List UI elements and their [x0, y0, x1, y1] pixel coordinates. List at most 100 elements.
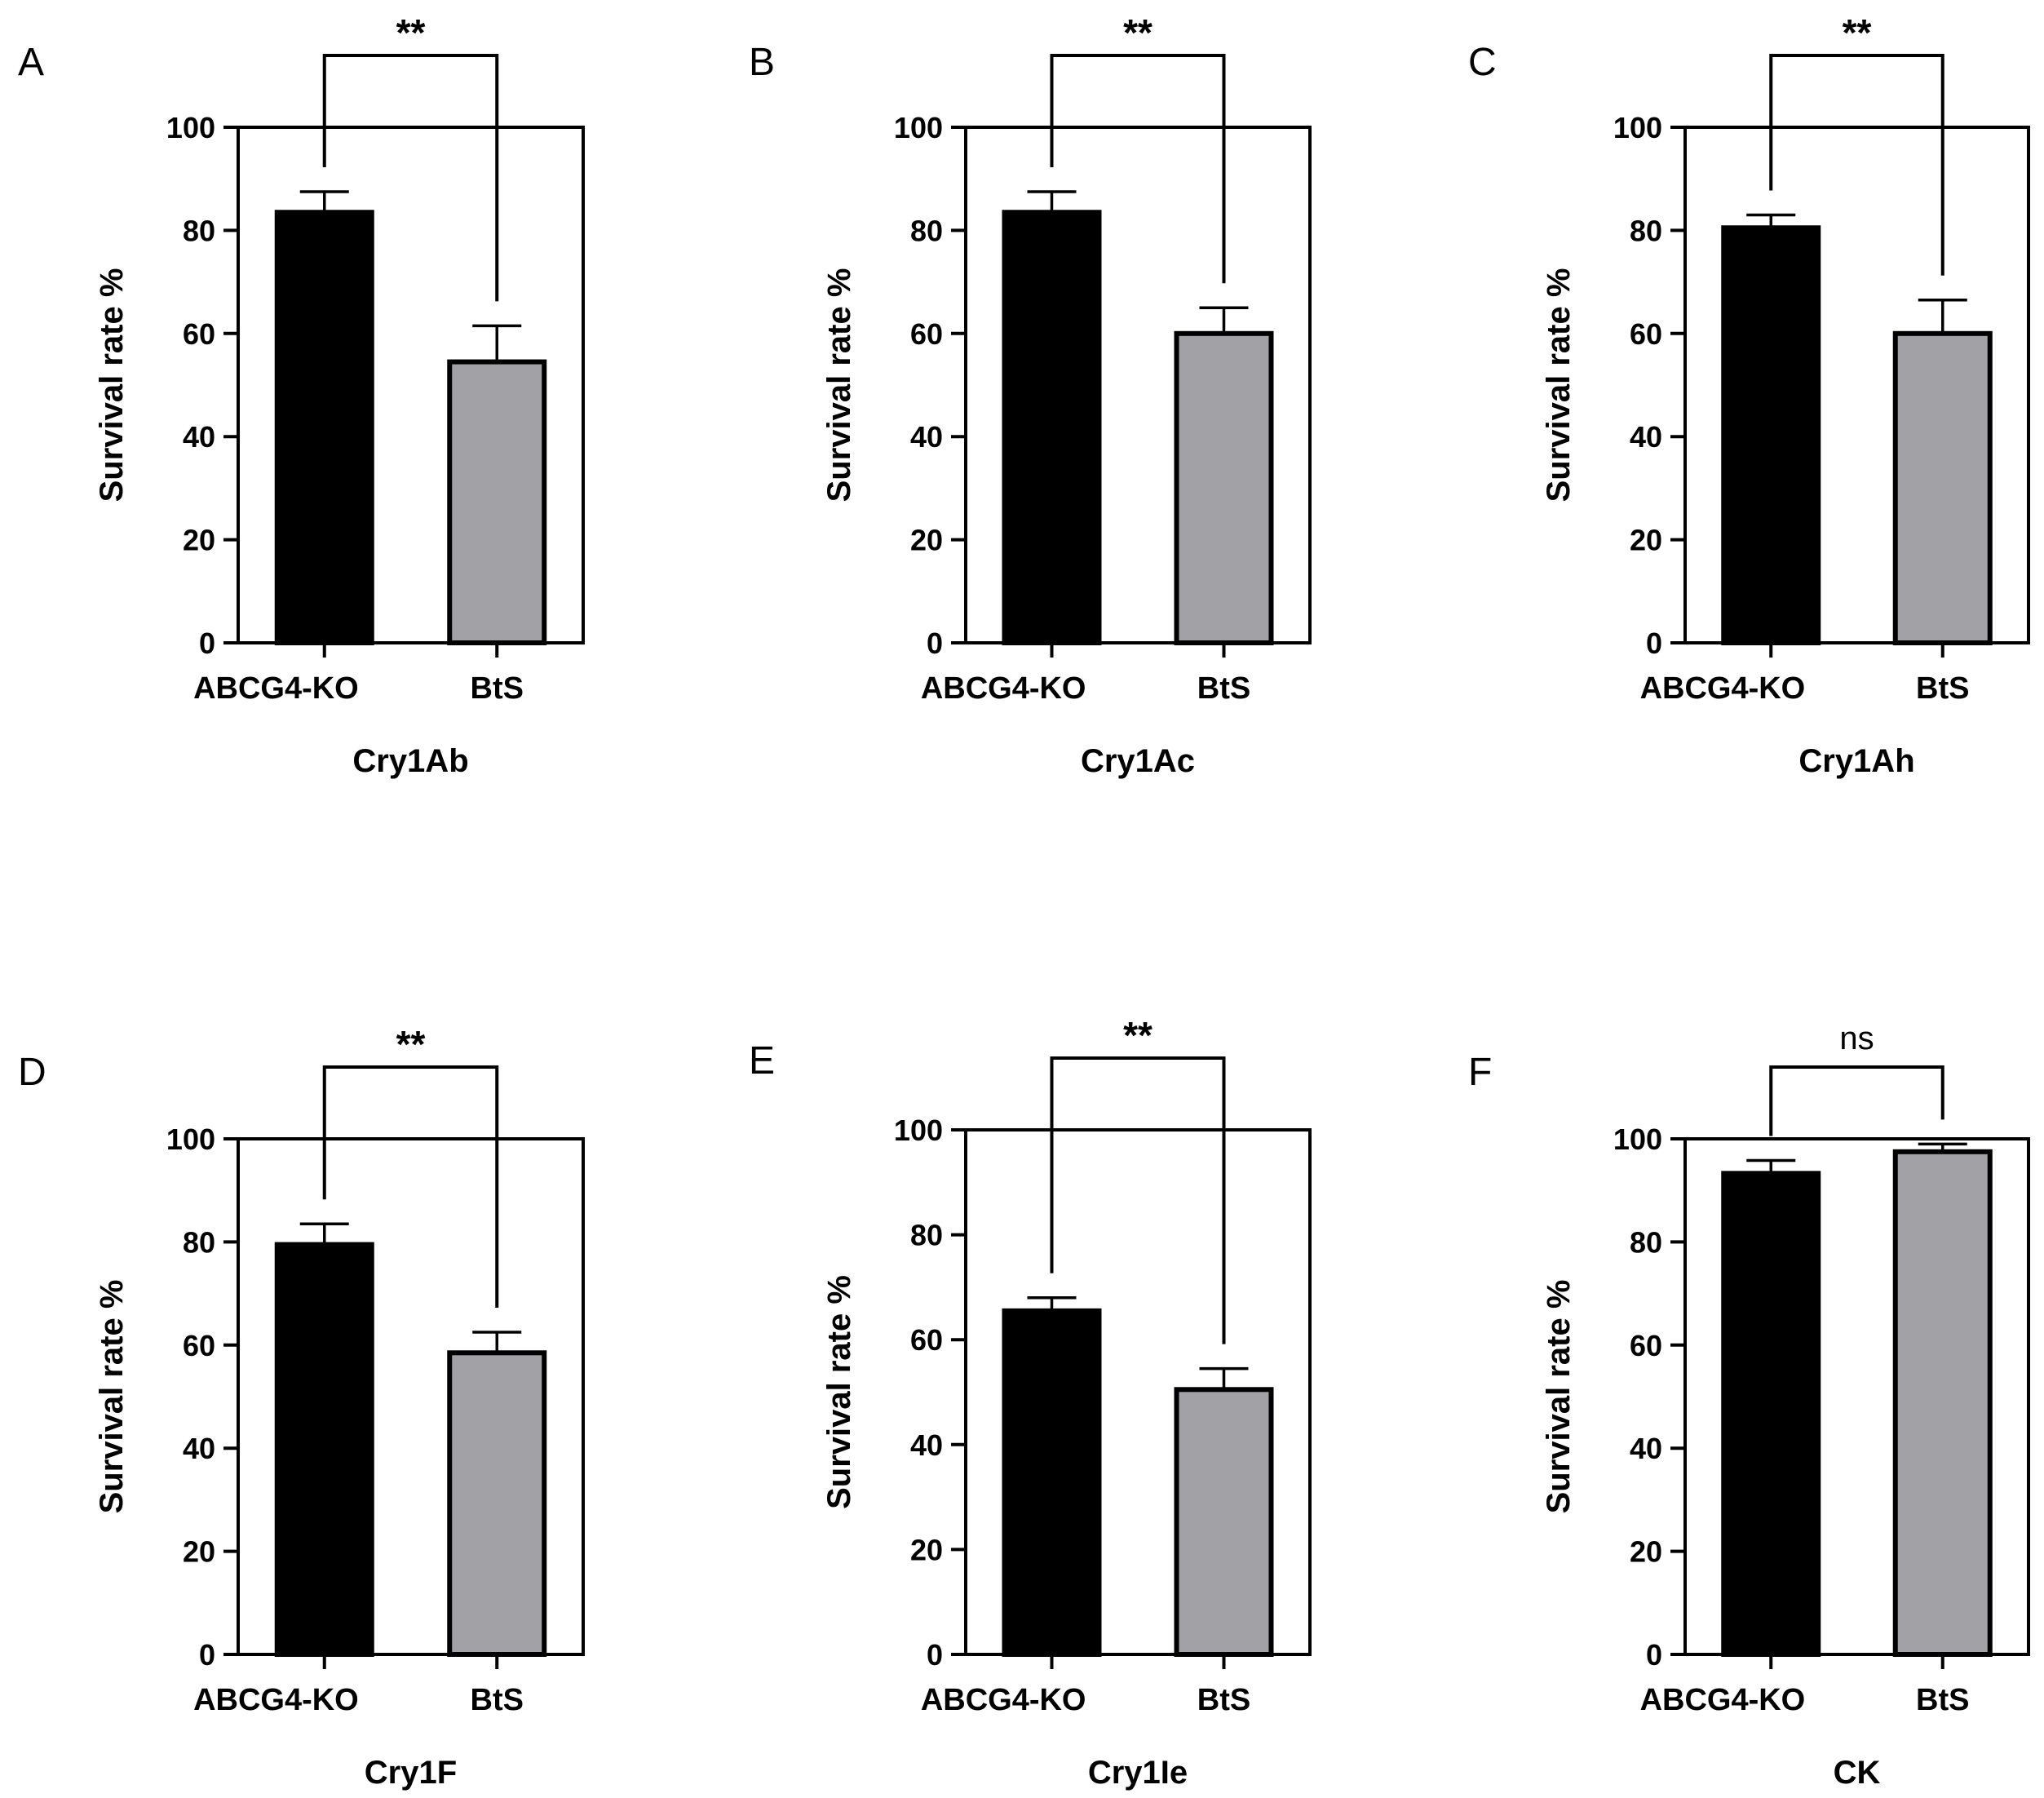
significance-label: ns [1839, 1021, 1874, 1056]
y-tick-label: 60 [1630, 317, 1662, 351]
y-tick-label: 80 [183, 1225, 215, 1259]
y-tick-label: 0 [1646, 627, 1662, 660]
x-category-label: ABCG4-KO [921, 671, 1086, 706]
y-axis-title: Survival rate % [94, 268, 130, 503]
plot-frame [237, 1137, 585, 1656]
y-tick-label: 60 [1630, 1329, 1662, 1362]
y-tick-label: 60 [183, 317, 215, 351]
x-axis-title: CK [1834, 1755, 1881, 1791]
y-tick-label: 80 [183, 214, 215, 247]
y-tick-label: 20 [183, 524, 215, 557]
y-tick-label: 0 [199, 627, 215, 660]
y-tick-label: 80 [910, 214, 943, 247]
y-tick-label: 0 [927, 627, 943, 660]
y-tick-label: 100 [894, 111, 943, 144]
y-tick-label: 20 [1630, 1535, 1662, 1569]
significance-bracket [1769, 1065, 1944, 1136]
panel-letter-d: D [18, 1051, 46, 1094]
x-axis-title: Cry1Ac [1081, 743, 1195, 779]
y-tick-label: 100 [166, 111, 215, 144]
plot-frame [964, 1128, 1312, 1656]
plot-frame [1683, 1137, 2030, 1656]
y-tick-label: 80 [1630, 214, 1662, 247]
bar-bts [447, 1350, 547, 1658]
significance-label: ** [396, 11, 426, 54]
panel-e: E 0 20 40 60 80 100 ABCG4-KO BtS Cry1Ie Survival r… [749, 1014, 1312, 1791]
significance-bracket [322, 1065, 499, 1308]
x-category-label: ABCG4-KO [921, 1683, 1086, 1717]
panel-letter-e: E [749, 1039, 775, 1083]
y-tick-label: 100 [1613, 111, 1662, 144]
y-tick-label: 40 [183, 1432, 215, 1465]
y-tick-label: 20 [1630, 524, 1662, 557]
panel-d: D 0 20 40 60 80 100 ABCG4-KO BtS Cry1F Survival ra… [18, 1023, 585, 1791]
plot-frame [1683, 126, 2030, 644]
y-tick-label: 40 [183, 420, 215, 454]
x-category-label: BtS [1197, 1683, 1250, 1717]
significance-bracket [1050, 1056, 1226, 1344]
x-category-label: ABCG4-KO [193, 1683, 359, 1717]
y-tick-label: 0 [927, 1638, 943, 1672]
significance-label: ** [1843, 11, 1872, 54]
significance-bracket [1769, 54, 1944, 276]
y-axis-title: Survival rate % [821, 268, 857, 503]
y-axis-title: Survival rate % [1541, 268, 1577, 503]
bar-bts [1892, 1149, 1993, 1658]
y-tick-label: 60 [183, 1329, 215, 1362]
panel-f: F 0 20 40 60 80 100 ABCG4-KO BtS CK Survival rate … [1468, 1021, 2030, 1791]
y-tick-label: 60 [910, 1323, 943, 1357]
x-category-label: ABCG4-KO [193, 671, 359, 706]
x-axis-title: Cry1Ah [1798, 743, 1914, 779]
y-axis-title: Survival rate % [821, 1275, 857, 1509]
y-tick-label: 20 [910, 1533, 943, 1566]
y-tick-label: 60 [910, 317, 943, 351]
panel-letter-f: F [1468, 1051, 1492, 1094]
bar-abcg4-ko [274, 210, 374, 645]
y-tick-label: 100 [1613, 1123, 1662, 1156]
x-category-label: BtS [1197, 671, 1250, 706]
plot-frame [237, 126, 585, 644]
panel-letter-b: B [749, 41, 775, 84]
bar-bts [1174, 1387, 1274, 1658]
y-axis-title: Survival rate % [94, 1280, 130, 1514]
y-tick-label: 0 [199, 1638, 215, 1672]
panel-letter-c: C [1468, 41, 1497, 84]
x-category-label: BtS [471, 1683, 524, 1717]
significance-label: ** [1123, 11, 1153, 54]
y-tick-label: 40 [1630, 420, 1662, 454]
y-tick-label: 100 [894, 1114, 943, 1147]
panel-letter-a: A [18, 41, 44, 84]
y-tick-label: 80 [910, 1219, 943, 1252]
x-category-label: BtS [1916, 1683, 1969, 1717]
bar-abcg4-ko [1721, 225, 1821, 645]
significance-label: ** [1123, 1014, 1153, 1056]
significance-bracket [1050, 54, 1226, 284]
significance-label: ** [396, 1023, 426, 1065]
plot-frame [964, 126, 1312, 644]
panel-b: B 0 20 40 60 80 100 ABCG4-KO BtS Cry1Ac Survival r… [749, 11, 1312, 779]
x-axis-title: Cry1F [365, 1755, 457, 1791]
panel-a: A 0 20 40 60 80 100 ABCG4-KO BtS Cry1Ab Survival r… [18, 11, 585, 779]
y-tick-label: 100 [166, 1123, 215, 1156]
bar-abcg4-ko [1002, 210, 1102, 645]
y-tick-label: 0 [1646, 1638, 1662, 1672]
bar-abcg4-ko [274, 1242, 374, 1658]
bar-bts [1892, 330, 1993, 645]
x-category-label: ABCG4-KO [1640, 671, 1806, 706]
x-category-label: ABCG4-KO [1640, 1683, 1806, 1717]
y-tick-label: 40 [910, 1428, 943, 1462]
y-tick-label: 20 [183, 1535, 215, 1569]
significance-bracket [322, 54, 499, 302]
bar-bts [447, 359, 547, 645]
x-axis-title: Cry1Ie [1088, 1755, 1188, 1791]
bar-abcg4-ko [1002, 1308, 1102, 1657]
bar-abcg4-ko [1721, 1171, 1821, 1657]
panel-c: C 0 20 40 60 80 100 ABCG4-KO BtS Cry1Ah Survival r… [1468, 11, 2030, 779]
y-tick-label: 80 [1630, 1225, 1662, 1259]
x-axis-title: Cry1Ab [352, 743, 468, 779]
y-axis-title: Survival rate % [1541, 1280, 1577, 1514]
panels: A 0 20 40 60 80 100 ABCG4-KO BtS Cry1Ab Survival r… [18, 11, 2030, 1791]
y-tick-label: 20 [910, 524, 943, 557]
x-category-label: BtS [1916, 671, 1969, 706]
